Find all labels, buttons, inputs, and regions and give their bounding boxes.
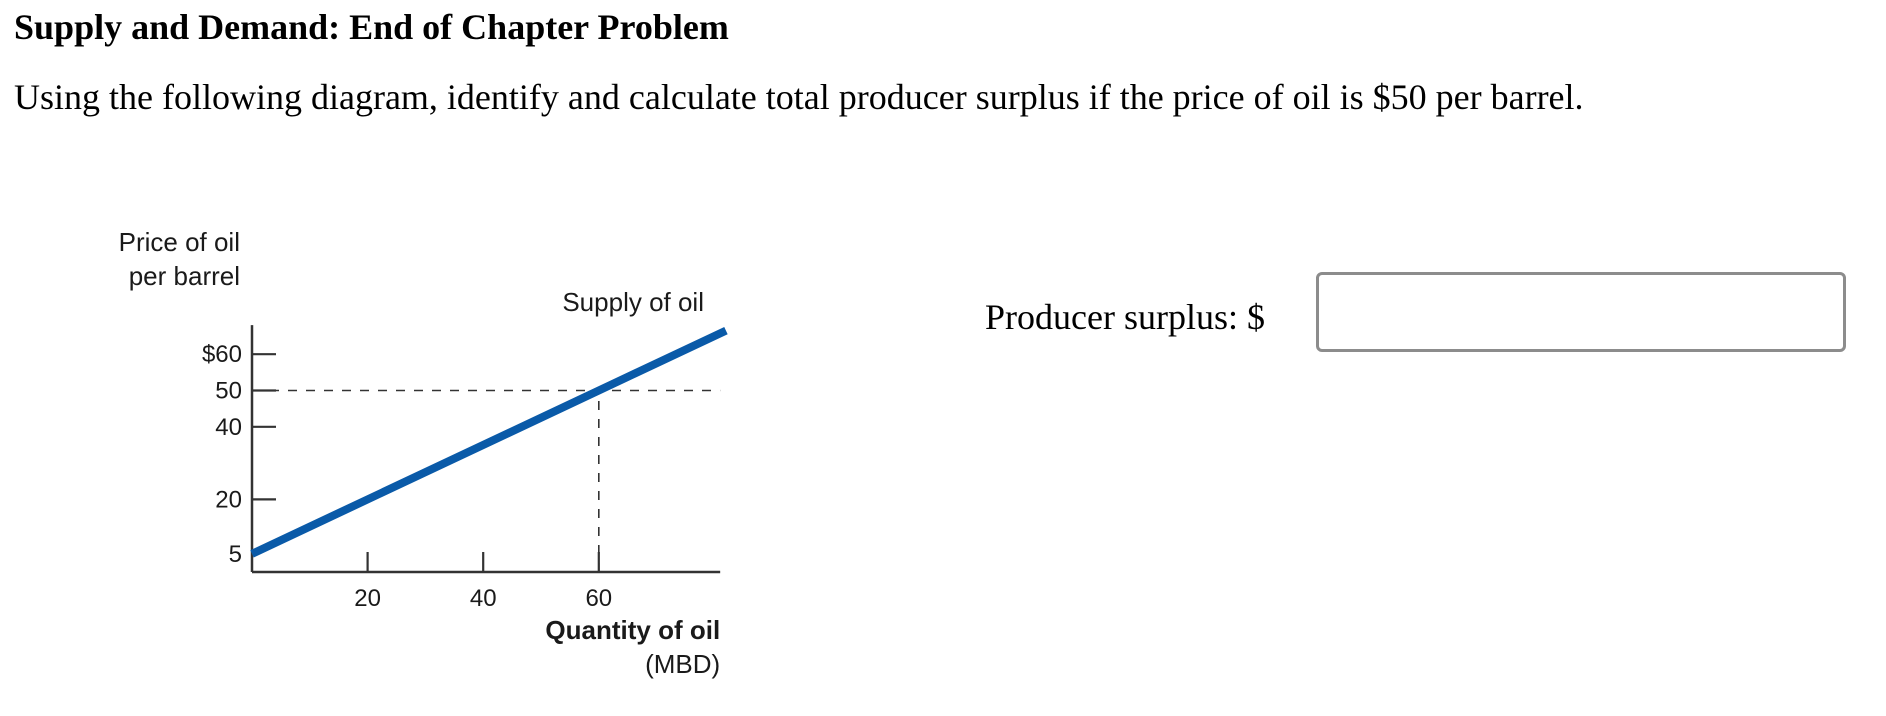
x-tick-label: 20 (354, 585, 381, 612)
producer-surplus-label: Producer surplus: $ (985, 297, 1265, 337)
y-axis-label: Price of oil (119, 227, 240, 257)
supply-chart: $60 50 40 20 5 20 40 60 Price of oil per barrel Qu… (119, 227, 728, 679)
y-axis-label: per barrel (129, 261, 240, 291)
y-tick-label: 5 (229, 541, 242, 568)
supply-curve-label: Supply of oil (562, 287, 704, 317)
x-tick-label: 60 (585, 585, 612, 612)
y-tick-label: 20 (215, 486, 242, 513)
question-text: Using the following diagram, identify an… (14, 77, 1584, 117)
supply-curve (250, 326, 728, 558)
y-tick-label: $60 (202, 341, 242, 368)
y-tick-label: 40 (215, 414, 242, 441)
x-axis-label: Quantity of oil (545, 615, 720, 645)
page-title: Supply and Demand: End of Chapter Proble… (14, 7, 729, 47)
producer-surplus-input[interactable] (1316, 272, 1846, 352)
y-tick-label: 50 (215, 378, 242, 405)
x-axis-label: (MBD) (645, 649, 720, 679)
x-tick-label: 40 (470, 585, 497, 612)
